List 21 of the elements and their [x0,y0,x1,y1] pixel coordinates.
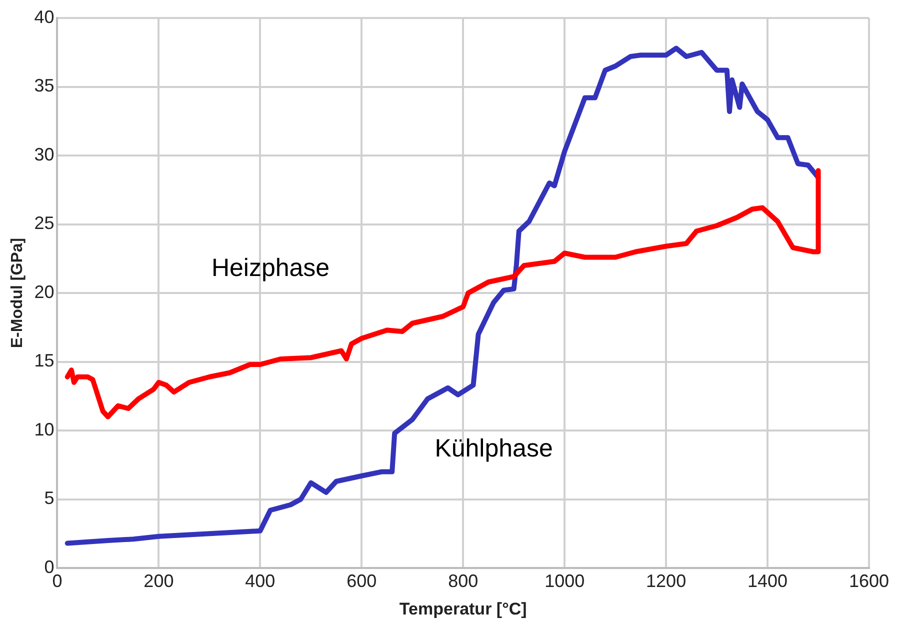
x-tick-label: 600 [346,570,377,591]
text: Heizphase [211,254,330,282]
y-tick-label: 30 [34,144,54,164]
y-tick-label: 25 [34,213,54,234]
x-tick-label: 1600 [848,570,890,591]
x-axis-title: Temperatur [°C] [399,599,527,618]
y-tick-label: 10 [34,419,54,440]
y-tick-label: 15 [34,350,54,371]
x-tick-label: 1400 [748,570,788,591]
y-axis-title: E-Modul [GPa] [9,238,26,348]
y-tick-label: 5 [44,488,54,508]
y-tick-label: 40 [34,6,54,27]
y-tick-label: 0 [44,556,54,577]
x-tick-label: 1200 [646,570,686,591]
x-tick-label: 1000 [544,570,585,591]
x-tick-label: 200 [144,570,174,591]
series-label: Kühlphase [434,434,553,463]
y-tick-label: 20 [34,282,54,302]
x-tick-label: 400 [245,570,276,591]
x-tick-label: 800 [448,570,478,591]
y-tick-label: 35 [34,76,54,96]
